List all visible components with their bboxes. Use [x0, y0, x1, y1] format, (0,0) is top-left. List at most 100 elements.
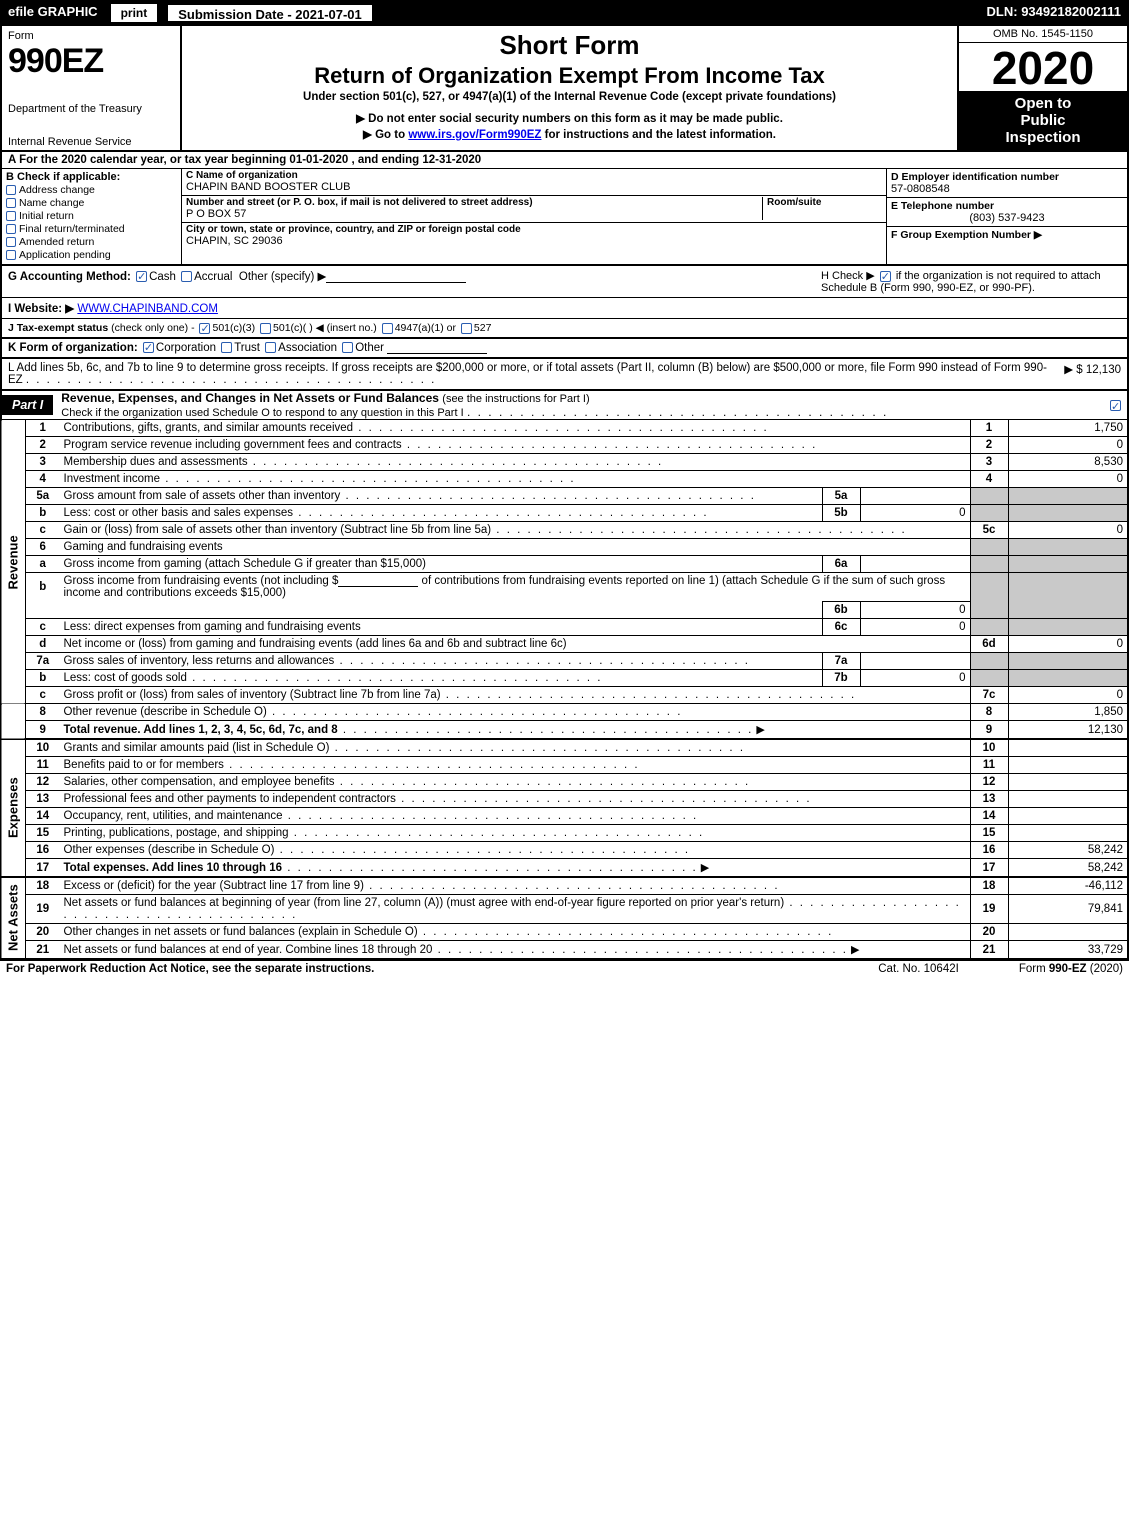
row-16: 16 Other expenses (describe in Schedule …	[1, 842, 1128, 859]
form-header-right: OMB No. 1545-1150 2020 Open to Public In…	[957, 26, 1127, 150]
k-other-checkbox[interactable]	[342, 342, 353, 353]
subn: 5b	[822, 505, 860, 522]
g-to-j-block: G Accounting Method: Cash Accrual Other …	[0, 266, 1129, 339]
b-opt-amended-return[interactable]: Amended return	[6, 236, 177, 248]
i-website-link[interactable]: WWW.CHAPINBAND.COM	[77, 303, 218, 315]
g-other-line	[326, 271, 466, 283]
j-527-checkbox[interactable]	[461, 323, 472, 334]
subv	[860, 556, 970, 573]
subv: 0	[860, 602, 970, 619]
goto-link[interactable]: www.irs.gov/Form990EZ	[408, 129, 541, 141]
checkbox-icon	[6, 211, 16, 221]
h-check: H Check ▶ if the organization is not req…	[821, 269, 1121, 294]
checkbox-icon	[6, 185, 16, 195]
subn: 7b	[822, 670, 860, 687]
part-i-title: Revenue, Expenses, and Changes in Net As…	[61, 391, 439, 405]
dots-icon	[441, 689, 857, 701]
amt: 1,850	[1008, 704, 1128, 721]
desc: Grants and similar amounts paid (list in…	[64, 742, 330, 754]
checkbox-icon	[6, 250, 16, 260]
form-word: Form	[8, 30, 174, 42]
rn: 14	[970, 808, 1008, 825]
desc: Other expenses (describe in Schedule O)	[64, 844, 275, 856]
amt: 79,841	[1008, 895, 1128, 924]
ln: 14	[26, 808, 60, 825]
g-cash-checkbox[interactable]	[136, 271, 147, 282]
grey-cell	[1008, 602, 1128, 619]
footer-formref: Form 990-EZ (2020)	[1019, 963, 1123, 975]
row-18: Net Assets 18 Excess or (deficit) for th…	[1, 877, 1128, 895]
print-button[interactable]: print	[110, 3, 159, 23]
grey-cell	[1008, 653, 1128, 670]
amt	[1008, 825, 1128, 842]
net-assets-side-label: Net Assets	[1, 877, 26, 959]
dots-icon	[160, 473, 576, 485]
rn: 19	[970, 895, 1008, 924]
h-checkbox[interactable]	[880, 271, 891, 282]
b-opt-final-return[interactable]: Final return/terminated	[6, 223, 177, 235]
desc: Gross amount from sale of assets other t…	[64, 490, 341, 502]
ln: 18	[26, 877, 60, 895]
k-assoc-checkbox[interactable]	[265, 342, 276, 353]
dots-icon	[467, 405, 888, 419]
row-14: 14 Occupancy, rent, utilities, and maint…	[1, 808, 1128, 825]
row-17: 17 Total expenses. Add lines 10 through …	[1, 859, 1128, 878]
d-ein-value: 57-0808548	[891, 183, 1123, 195]
blank-side	[1, 704, 26, 740]
ln: 16	[26, 842, 60, 859]
efile-graphic-label: efile GRAPHIC	[0, 0, 106, 26]
b-opt-address-change[interactable]: Address change	[6, 184, 177, 196]
desc1: Gross income from fundraising events (no…	[64, 575, 339, 587]
j-501c3-checkbox[interactable]	[199, 323, 210, 334]
part-i-scheduleO-checkbox[interactable]	[1110, 400, 1121, 411]
desc: Printing, publications, postage, and shi…	[64, 827, 289, 839]
k-trust-checkbox[interactable]	[221, 342, 232, 353]
ln: 5a	[26, 488, 60, 505]
j-501c-checkbox[interactable]	[260, 323, 271, 334]
amt: 0	[1008, 522, 1128, 539]
l-gross-receipts-row: L Add lines 5b, 6c, and 7b to line 9 to …	[0, 359, 1129, 391]
row-5a: 5a Gross amount from sale of assets othe…	[1, 488, 1128, 505]
desc: Total revenue. Add lines 1, 2, 3, 4, 5c,…	[64, 724, 338, 736]
k-form-of-org-row: K Form of organization: Corporation Trus…	[0, 339, 1129, 359]
ln: c	[26, 619, 60, 636]
blank-line	[338, 575, 418, 587]
k-corp-checkbox[interactable]	[143, 342, 154, 353]
b-opt-application-pending[interactable]: Application pending	[6, 249, 177, 261]
grey-cell	[1008, 488, 1128, 505]
topbar-spacer	[378, 0, 979, 26]
ln: c	[26, 522, 60, 539]
desc: Contributions, gifts, grants, and simila…	[64, 422, 354, 434]
subn: 6b	[822, 602, 860, 619]
b-opt-initial-return[interactable]: Initial return	[6, 210, 177, 222]
entity-right-col: D Employer identification number 57-0808…	[887, 169, 1127, 264]
goto-pre: ▶ Go to	[363, 129, 408, 141]
desc: Net income or (loss) from gaming and fun…	[64, 638, 567, 650]
row-5b: b Less: cost or other basis and sales ex…	[1, 505, 1128, 522]
checkbox-icon	[6, 224, 16, 234]
subn: 5a	[822, 488, 860, 505]
grey-cell	[970, 573, 1008, 602]
b-opt-name-change[interactable]: Name change	[6, 197, 177, 209]
row-13: 13 Professional fees and other payments …	[1, 791, 1128, 808]
desc: Investment income	[64, 473, 161, 485]
row-6d: d Net income or (loss) from gaming and f…	[1, 636, 1128, 653]
part-i-table: Revenue 1 Contributions, gifts, grants, …	[0, 420, 1129, 960]
amt	[1008, 757, 1128, 774]
desc: Net assets or fund balances at end of ye…	[64, 944, 433, 956]
ln: 12	[26, 774, 60, 791]
c-street-label: Number and street (or P. O. box, if mail…	[186, 197, 762, 208]
i-label: I Website: ▶	[8, 303, 74, 315]
ln: 19	[26, 895, 60, 924]
row-6: 6 Gaming and fundraising events	[1, 539, 1128, 556]
entity-block: B Check if applicable: Address change Na…	[0, 169, 1129, 266]
grey-cell	[970, 539, 1008, 556]
form-header-mid: Short Form Return of Organization Exempt…	[182, 26, 957, 150]
k-opt2: Association	[278, 342, 337, 354]
c-street-value: P O BOX 57	[186, 208, 762, 220]
amt	[1008, 774, 1128, 791]
desc: Gross income from gaming (attach Schedul…	[64, 558, 426, 570]
j-4947-checkbox[interactable]	[382, 323, 393, 334]
footer-paperwork: For Paperwork Reduction Act Notice, see …	[6, 963, 878, 975]
g-accrual-checkbox[interactable]	[181, 271, 192, 282]
